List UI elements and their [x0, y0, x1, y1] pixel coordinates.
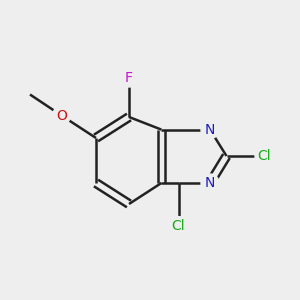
Text: Cl: Cl — [257, 149, 271, 163]
Text: F: F — [125, 71, 133, 85]
Circle shape — [52, 106, 70, 124]
Circle shape — [169, 217, 188, 235]
Text: N: N — [205, 123, 215, 136]
Text: O: O — [56, 109, 67, 122]
Circle shape — [255, 147, 273, 165]
Text: N: N — [205, 176, 215, 190]
Circle shape — [201, 121, 219, 139]
Text: Cl: Cl — [172, 219, 185, 232]
Circle shape — [201, 174, 219, 192]
Circle shape — [120, 69, 138, 87]
